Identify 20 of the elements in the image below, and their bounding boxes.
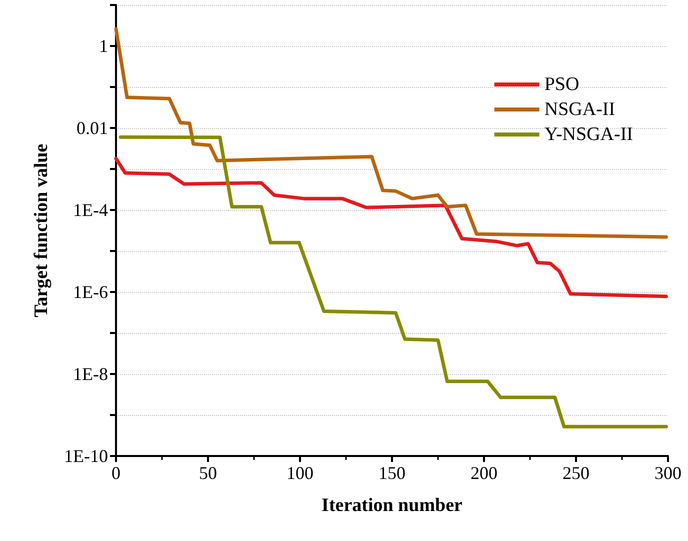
line-series [114,27,668,239]
legend-label: NSGA-II [544,99,616,120]
x-tick-label: 100 [286,463,314,483]
x-tick-label: 300 [654,463,682,483]
line-series [114,156,668,298]
y-tick-label: 1 [99,36,108,56]
y-tick-label: 1E-8 [73,364,108,384]
y-axis-title: Target function value [31,144,52,318]
legend-label: PSO [544,74,580,95]
x-axis-title: Iteration number [322,495,464,516]
x-tick-label: 50 [199,463,217,483]
x-tick-label: 200 [470,463,498,483]
legend-label: Y-NSGA-II [544,124,633,145]
y-tick-label: 1E-10 [64,446,108,466]
y-tick-label: 1E-6 [73,282,108,302]
y-tick-label: 1E-4 [73,200,108,220]
x-tick-label: 0 [112,463,120,483]
x-tick-label: 250 [562,463,590,483]
x-tick-label: 150 [378,463,406,483]
y-tick-label: 0.01 [76,118,108,138]
